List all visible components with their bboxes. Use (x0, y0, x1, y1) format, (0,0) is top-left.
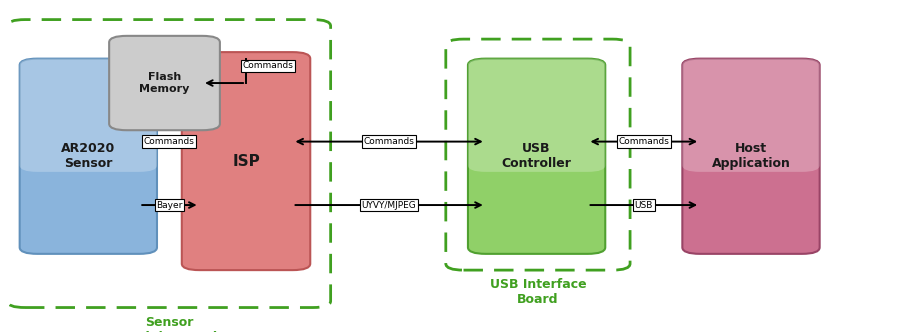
FancyBboxPatch shape (109, 36, 219, 130)
Text: USB Interface
Board: USB Interface Board (489, 278, 586, 306)
FancyBboxPatch shape (20, 59, 157, 172)
FancyBboxPatch shape (682, 59, 819, 172)
Text: UYVY/MJPEG: UYVY/MJPEG (361, 201, 416, 209)
FancyBboxPatch shape (445, 39, 629, 270)
Text: Bayer: Bayer (156, 201, 182, 209)
FancyBboxPatch shape (468, 59, 605, 254)
Text: Flash
Memory: Flash Memory (139, 72, 190, 94)
Text: USB
Controller: USB Controller (501, 142, 571, 170)
Text: Commands: Commands (618, 137, 668, 146)
Text: Commands: Commands (243, 61, 293, 70)
Text: AR2020
Sensor: AR2020 Sensor (61, 142, 116, 170)
Text: Sensor
Module Board: Sensor Module Board (120, 316, 218, 332)
Text: USB: USB (634, 201, 652, 209)
FancyBboxPatch shape (20, 59, 157, 254)
FancyBboxPatch shape (7, 20, 330, 307)
FancyBboxPatch shape (468, 59, 605, 172)
Text: ISP: ISP (232, 154, 259, 169)
FancyBboxPatch shape (682, 59, 819, 254)
Text: Host
Application: Host Application (711, 142, 789, 170)
Text: Commands: Commands (363, 137, 414, 146)
FancyBboxPatch shape (182, 52, 310, 270)
Text: Commands: Commands (144, 137, 195, 146)
